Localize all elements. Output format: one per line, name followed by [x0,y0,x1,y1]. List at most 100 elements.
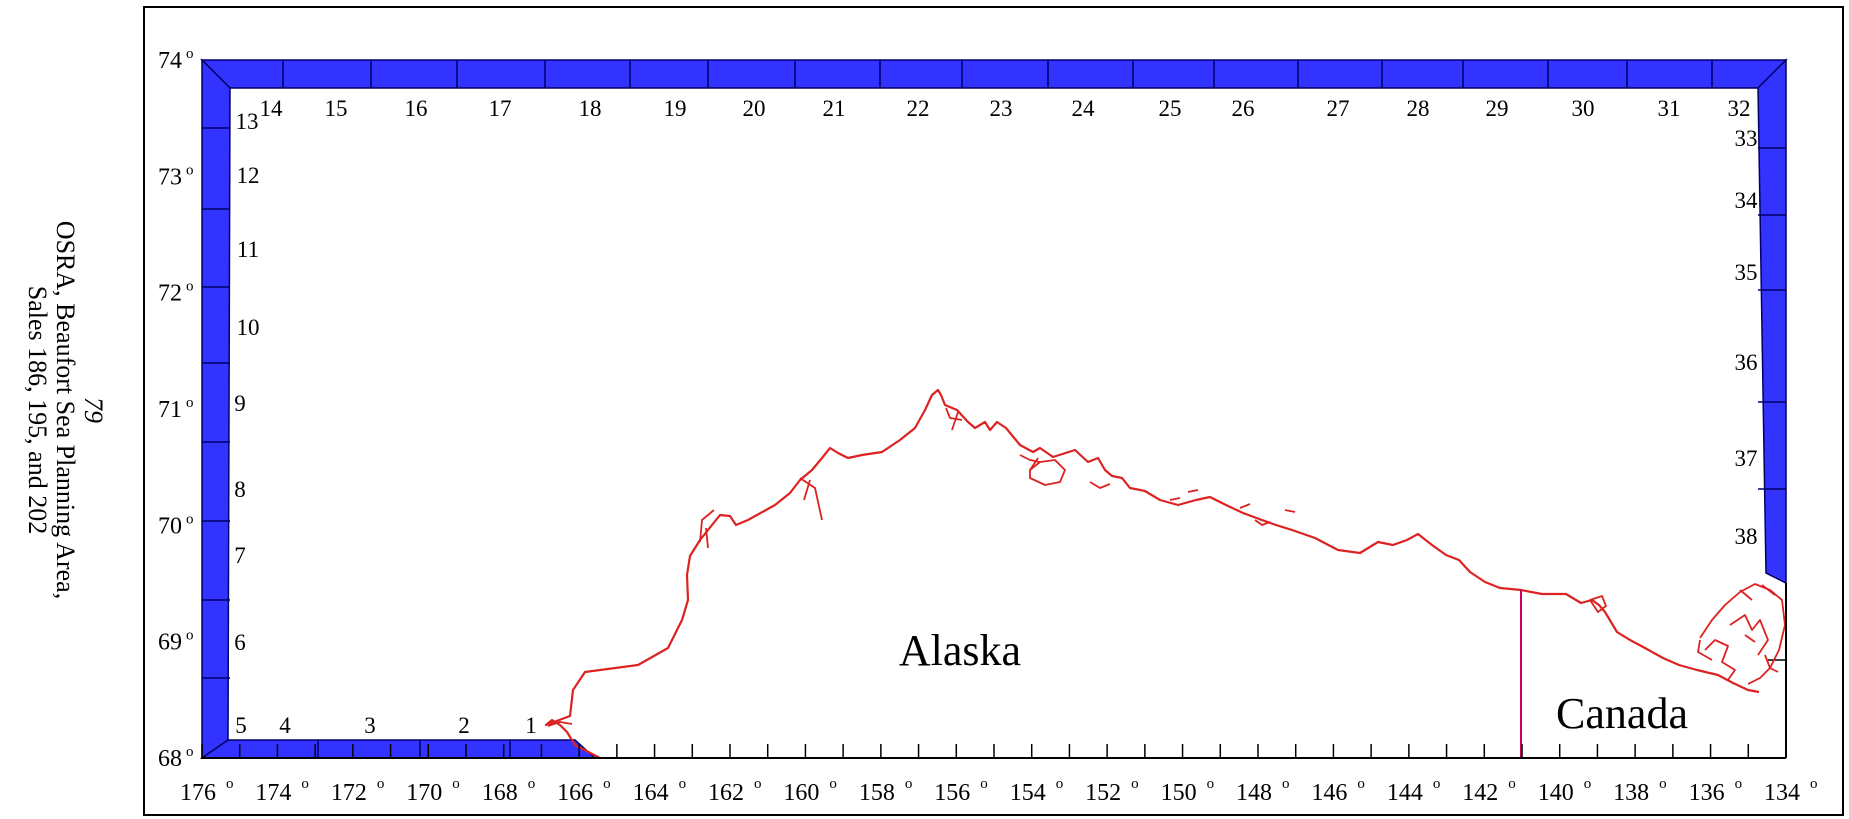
segment-number: 4 [279,713,291,738]
coastline-detail [1704,639,1736,681]
latitude-label: 71 [158,397,182,423]
longitude-label: 160 [783,780,819,806]
degree-symbol: o [186,628,194,644]
boundary-right [1757,58,1787,585]
longitude-label: 150 [1161,780,1197,806]
coastline-detail [945,407,963,431]
boundary-bottom [199,739,597,759]
longitude-label: 162 [708,780,744,806]
segment-number: 27 [1327,96,1350,121]
alaska-label: Alaska [899,626,1021,675]
degree-symbol: o [1810,776,1818,792]
coastline-detail [1589,595,1607,613]
latitude-label: 70 [158,513,182,539]
map-frame [143,6,1844,816]
alaska-coastline [544,388,1760,759]
longitude-label: 170 [406,780,442,806]
segment-number: 14 [260,96,284,121]
segment-number: 2 [458,713,470,738]
longitude-label: 176 [180,780,216,806]
segment-number: 34 [1735,188,1759,213]
segment-number: 7 [234,543,246,568]
segment-number: 3 [364,713,376,738]
longitude-label: 148 [1236,780,1272,806]
segment-number: 8 [234,477,246,502]
degree-symbol: o [1433,776,1441,792]
longitude-label: 136 [1689,780,1725,806]
longitude-label: 164 [633,780,669,806]
latitude-label: 74 [158,48,182,74]
degree-symbol: o [186,744,194,760]
degree-symbol: o [1735,776,1743,792]
segment-number: 1 [525,713,537,738]
longitude-label: 144 [1387,780,1423,806]
segment-number: 15 [325,96,348,121]
longitude-label: 134 [1764,780,1800,806]
degree-symbol: o [980,776,988,792]
coastline [544,388,1786,759]
latitude-label: 69 [158,630,182,656]
degree-symbol: o [603,776,611,792]
segment-number: 18 [579,96,602,121]
segment-number: 6 [234,630,246,655]
degree-symbol: o [186,395,194,411]
segment-number: 13 [236,109,259,134]
segment-number: 35 [1735,260,1758,285]
longitude-label: 156 [934,780,970,806]
segment-number: 31 [1658,96,1681,121]
degree-symbol: o [377,776,385,792]
segment-number: 37 [1735,446,1758,471]
degree-symbol: o [301,776,309,792]
segment-number: 24 [1072,96,1096,121]
segment-number: 20 [743,96,766,121]
latitude-label: 68 [158,746,182,772]
segment-number: 19 [664,96,687,121]
longitude-label: 152 [1085,780,1121,806]
segment-number: 30 [1572,96,1595,121]
segment-number: 11 [237,237,259,262]
latitude-label: 73 [158,164,182,190]
degree-symbol: o [1056,776,1064,792]
segment-number: 5 [235,713,247,738]
longitude-label: 154 [1010,780,1046,806]
segment-number: 38 [1735,524,1758,549]
segment-number: 16 [405,96,428,121]
coastline-detail [799,477,823,521]
degree-symbol: o [186,279,194,295]
segment-number: 12 [237,163,260,188]
coastline-detail [699,509,715,549]
degree-symbol: o [528,776,536,792]
segment-number: 25 [1159,96,1182,121]
degree-symbol: o [452,776,460,792]
longitude-label: 158 [859,780,895,806]
longitude-label: 146 [1311,780,1347,806]
coastline-detail [1029,459,1066,486]
degree-symbol: o [679,776,687,792]
coastline-detail [1729,614,1769,656]
longitude-label: 142 [1462,780,1498,806]
longitude-label: 168 [482,780,518,806]
coastline-detail [1697,584,1776,661]
segment-number: 33 [1735,126,1758,151]
degree-symbol: o [186,46,194,62]
longitude-label: 140 [1538,780,1574,806]
degree-symbol: o [186,511,194,527]
segment-number: 21 [823,96,846,121]
segment-number: 10 [237,315,260,340]
degree-symbol: o [754,776,762,792]
segment-number: 9 [234,391,246,416]
degree-symbol: o [829,776,837,792]
coastline-detail [547,721,573,727]
coastline-detail [1019,454,1041,471]
coastline-detail [1744,634,1779,673]
longitude-label: 172 [331,780,367,806]
degree-symbol: o [1584,776,1592,792]
segment-number: 26 [1232,96,1255,121]
coastline-detail [1699,583,1786,685]
coastline-detail [1089,481,1111,489]
segment-number: 23 [990,96,1013,121]
degree-symbol: o [1508,776,1516,792]
latitude-label: 72 [158,281,182,307]
